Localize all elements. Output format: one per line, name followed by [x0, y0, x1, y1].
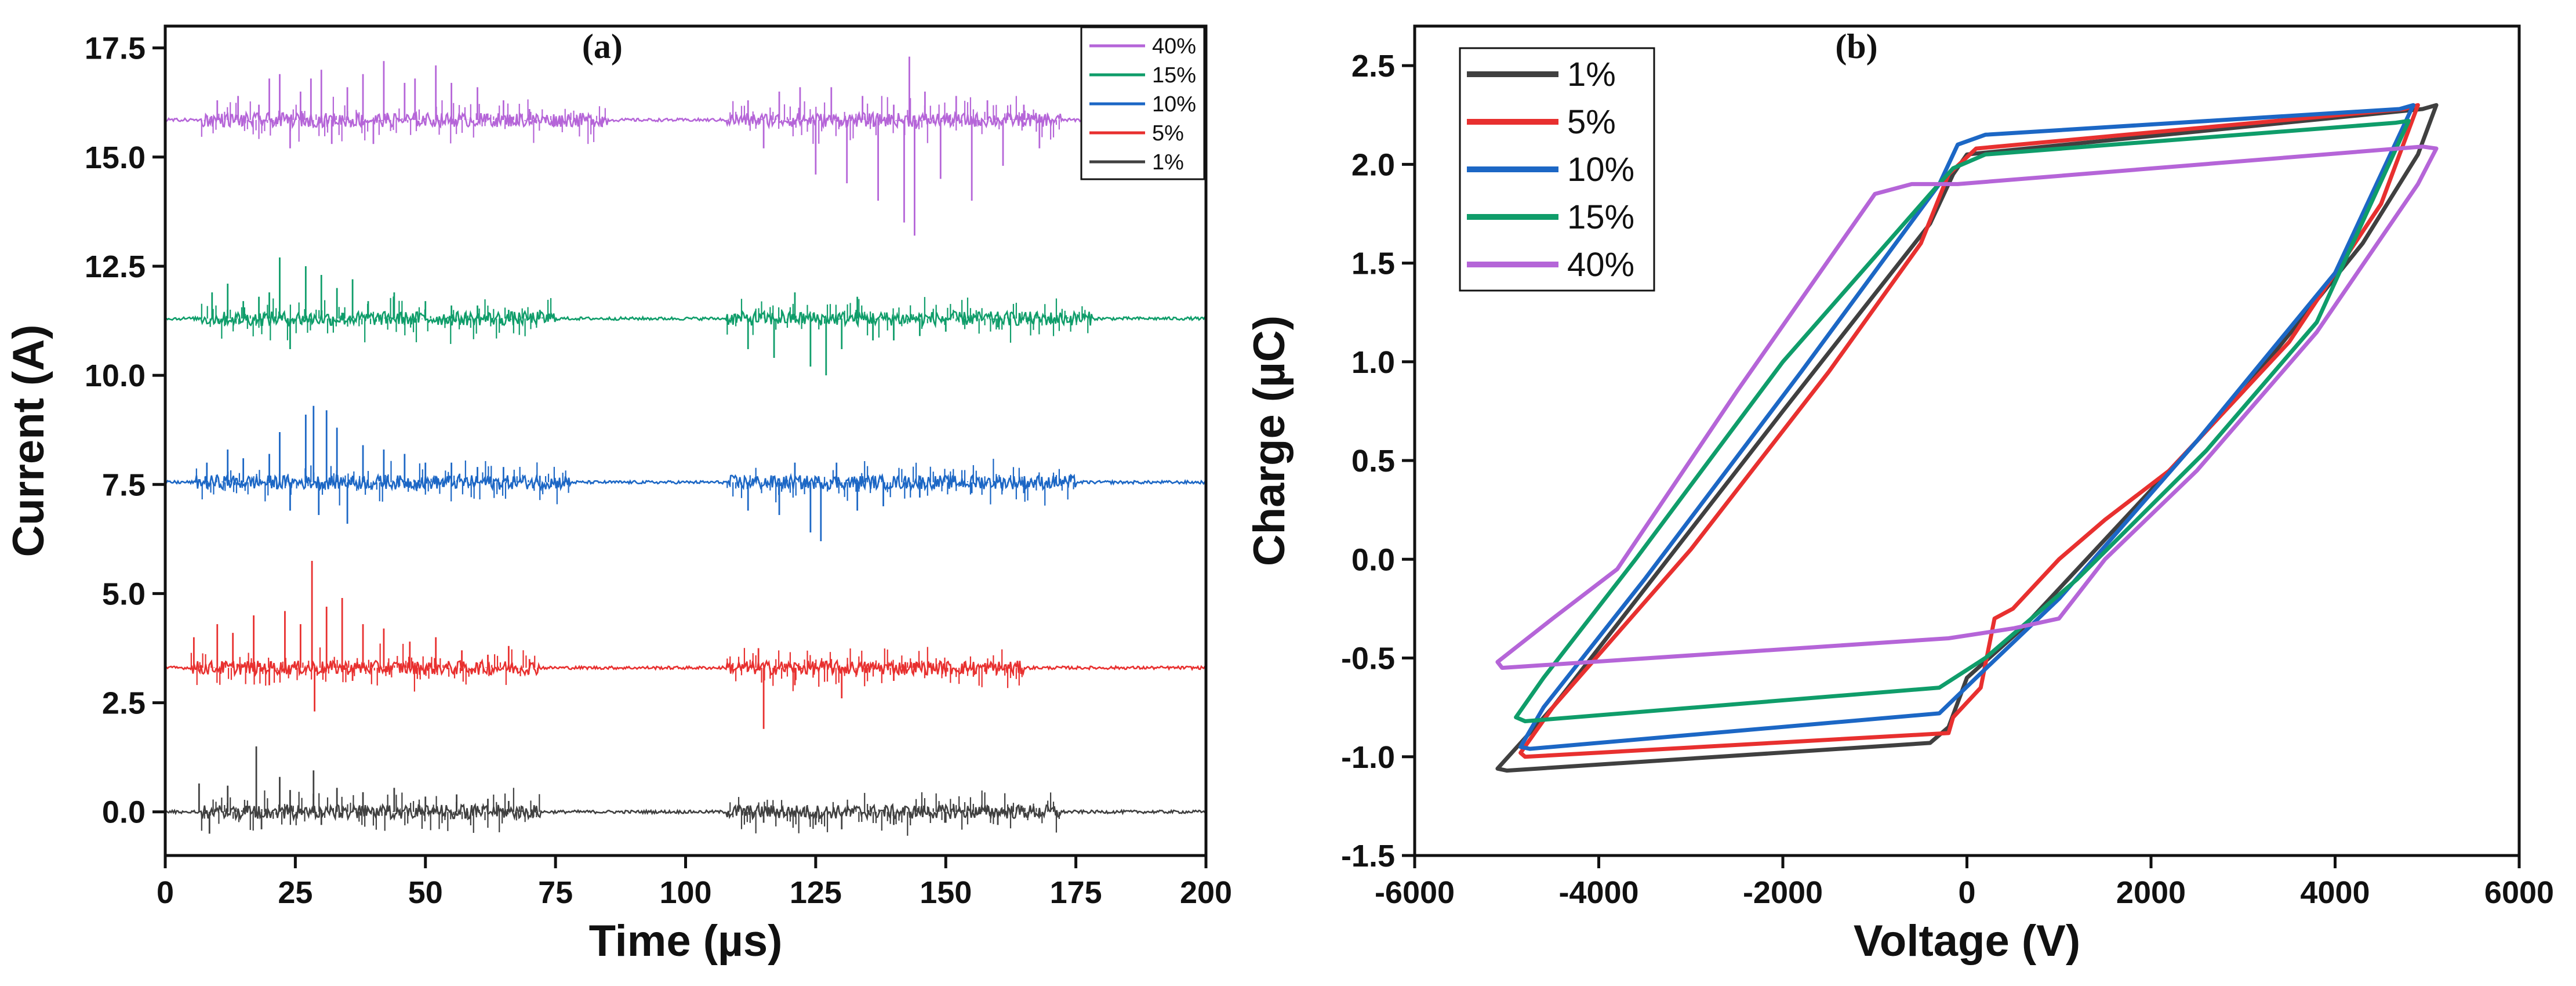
a-x-tick-label: 150	[920, 875, 972, 910]
hysteresis-loop-10pct	[1518, 103, 2415, 751]
a-y-tick-label: 7.5	[102, 467, 146, 502]
b-x-tick-label: 0	[1958, 875, 1975, 910]
panel-b-legend: 1% 5% 10% 15% 40%	[1459, 47, 1655, 292]
panel-a-ticks: 0 25 50 75 100 125 150 175 200 0.0 2.5 5.0 7.5 10.0 12…	[85, 31, 1232, 910]
hysteresis-loop-5pct	[1518, 103, 2420, 759]
panel-b-label: (b)	[1835, 27, 1877, 66]
panel-a-label: (a)	[582, 27, 623, 66]
a-x-tick-label: 100	[659, 875, 711, 910]
a-y-tick-label: 17.5	[85, 31, 146, 66]
legend-label: 40%	[1152, 34, 1196, 59]
b-y-tick-label: -1.0	[1341, 740, 1395, 775]
b-y-tick-label: -0.5	[1341, 641, 1395, 676]
hysteresis-loop-15pct	[1514, 118, 2411, 723]
b-x-tick-label: 2000	[2116, 875, 2186, 910]
b-x-tick-label: -6000	[1375, 875, 1455, 910]
b-x-tick-label: -4000	[1558, 875, 1638, 910]
b-y-tick-label: 2.5	[1351, 49, 1395, 84]
a-x-tick-label: 50	[408, 875, 443, 910]
b-x-tick-label: 6000	[2484, 875, 2554, 910]
b-y-tick-label: -1.5	[1341, 839, 1395, 873]
a-y-tick-label: 5.0	[102, 577, 146, 611]
a-y-tick-label: 10.0	[85, 358, 146, 393]
panel-b-ticks: -6000 -4000 -2000 0 2000 4000 6000 -1.5 -1.0 -0.5…	[1341, 49, 2554, 910]
a-y-tick-label: 12.5	[85, 249, 146, 284]
a-x-tick-label: 125	[790, 875, 842, 910]
legend-label: 5%	[1152, 121, 1184, 146]
b-y-tick-label: 1.0	[1351, 345, 1395, 380]
legend-label: 40%	[1567, 246, 1634, 284]
panel-a-traces	[164, 56, 1207, 836]
legend-label: 10%	[1567, 151, 1634, 188]
series-trace-5pct	[165, 658, 1207, 677]
a-y-tick-label: 15.0	[85, 140, 146, 175]
b-y-tick-label: 1.5	[1351, 246, 1395, 281]
a-x-tick-label: 75	[538, 875, 573, 910]
b-x-tick-label: 4000	[2300, 875, 2370, 910]
a-y-tick-label: 2.5	[102, 686, 146, 721]
legend-label: 15%	[1152, 63, 1196, 88]
a-x-tick-label: 175	[1050, 875, 1102, 910]
series-trace-10pct	[164, 473, 1207, 492]
a-y-tick-label: 0.0	[102, 795, 146, 830]
b-y-tick-label: 0.0	[1351, 542, 1395, 577]
panel-a-frame	[164, 24, 1208, 857]
chart-panel-a: 0 25 50 75 100 125 150 175 200 0.0 2.5 5.0 7.5 10.0 12…	[4, 24, 1232, 966]
panel-b-y-axis-title: Charge (µC)	[1245, 316, 1294, 566]
a-x-tick-label: 200	[1180, 875, 1232, 910]
b-x-tick-label: -2000	[1743, 875, 1823, 910]
b-y-tick-label: 0.5	[1351, 444, 1395, 478]
panel-a-x-axis-title: Time (µs)	[589, 916, 783, 966]
legend-label: 5%	[1567, 103, 1616, 141]
a-x-tick-label: 25	[278, 875, 313, 910]
panel-b-x-axis-title: Voltage (V)	[1854, 916, 2080, 966]
panel-a-y-axis-title: Current (A)	[4, 324, 53, 557]
a-x-tick-label: 0	[157, 875, 174, 910]
b-y-tick-label: 2.0	[1351, 147, 1395, 182]
legend-label: 1%	[1152, 150, 1184, 175]
chart-panel-b: -6000 -4000 -2000 0 2000 4000 6000 -1.5 -1.0 -0.5…	[1245, 24, 2554, 966]
legend-label: 10%	[1152, 92, 1196, 117]
legend-label: 1%	[1567, 56, 1616, 93]
legend-label: 15%	[1567, 198, 1634, 236]
series-trace-15pct	[165, 309, 1207, 329]
hysteresis-loop-40pct	[1495, 144, 2439, 670]
panel-a-legend: 40% 15% 10% 5% 1%	[1080, 26, 1205, 180]
series-trace-1pct	[164, 802, 1207, 822]
panel-b-traces	[1495, 103, 2439, 773]
